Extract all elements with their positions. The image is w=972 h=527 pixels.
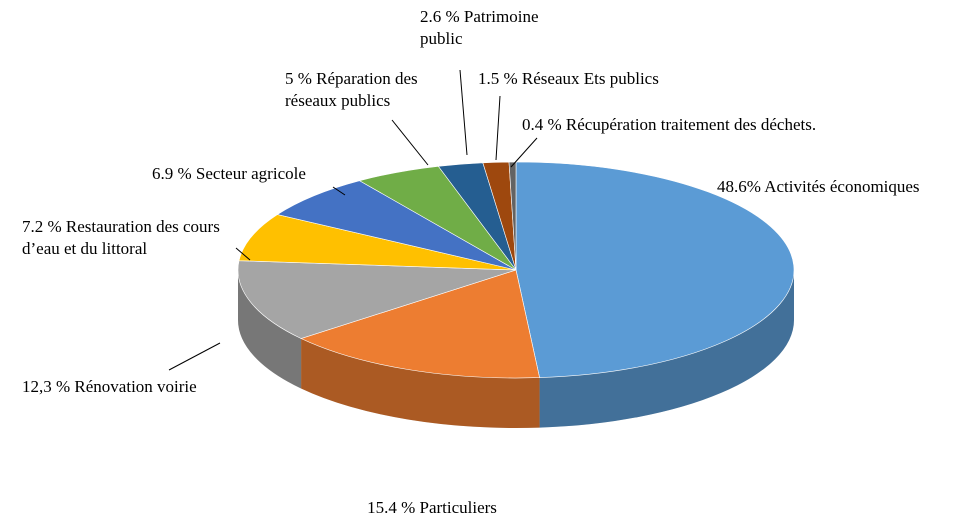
leader-line-renovation-voirie	[168, 342, 221, 371]
data-label-activites-economiques: 48.6% Activités économiques	[717, 177, 920, 196]
data-label-renovation-voirie: 12,3 % Rénovation voirie	[22, 377, 197, 396]
pie-slice-activites-economiques	[515, 161, 795, 378]
data-label-recuperation-dechets: 0.4 % Récupération traitement des déchet…	[522, 115, 816, 134]
data-label-patrimoine-public: 2.6 % Patrimoine public	[420, 7, 539, 48]
data-label-reparation-reseaux: 5 % Réparation des réseaux publics	[285, 69, 418, 110]
leader-line-restauration-cours-eau	[235, 247, 251, 261]
pie-side-renovation-voirie	[238, 270, 302, 389]
pie-sides	[238, 270, 794, 428]
pie-slice-particuliers	[300, 269, 540, 379]
data-label-restauration-cours-eau: 7.2 % Restauration des cours d’eau et du …	[22, 217, 220, 258]
leader-line-secteur-agricole	[332, 186, 346, 196]
leader-line-patrimoine-public	[459, 69, 468, 156]
data-label-reseaux-ets-publics: 1.5 % Réseaux Ets publics	[478, 69, 659, 88]
pie-slice-restauration-cours-eau	[238, 214, 517, 271]
pie-side-particuliers	[301, 338, 540, 428]
pie-tops	[237, 161, 795, 379]
data-labels: 48.6% Activités économiques 15.4 % Partic…	[22, 7, 920, 517]
leader-lines	[168, 69, 538, 371]
pie-side-activites-economiques	[539, 270, 794, 428]
pie-slice-secteur-agricole	[276, 180, 517, 271]
data-label-particuliers: 15.4 % Particuliers	[367, 498, 497, 517]
leader-line-recuperation-dechets	[510, 137, 538, 168]
leader-line-reseaux-ets-publics	[495, 95, 501, 161]
leader-line-reparation-reseaux	[391, 119, 429, 166]
pie-slice-renovation-voirie	[237, 260, 517, 339]
data-label-secteur-agricole: 6.9 % Secteur agricole	[152, 164, 306, 183]
